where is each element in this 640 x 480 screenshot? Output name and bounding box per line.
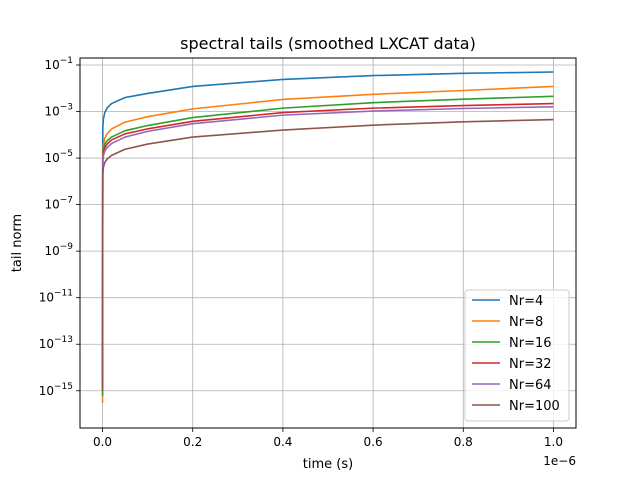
y-tick-label: 10−9 (44, 242, 73, 258)
axes-frame (79, 57, 577, 429)
y-tick-label: 10−15 (39, 382, 73, 398)
legend-box (464, 289, 570, 422)
series-lines (101, 71, 554, 403)
series-line-5 (101, 118, 554, 391)
y-tick-label: 10−11 (39, 289, 73, 305)
grid (80, 58, 576, 428)
chart-title: spectral tails (smoothed LXCAT data) (180, 34, 476, 53)
x-tick-label: 0.2 (183, 435, 202, 449)
y-tick-base: 10 (44, 244, 59, 258)
y-tick-base: 10 (44, 58, 59, 72)
series-line-4 (101, 105, 554, 391)
x-axis-ticks: 0.0 0.2 0.4 0.6 0.8 1.0 (93, 428, 563, 449)
series-line-0 (101, 71, 554, 375)
y-axis-label: tail norm (10, 214, 25, 272)
x-tick-label: 0.6 (364, 435, 383, 449)
y-tick-base: 10 (44, 105, 59, 119)
x-tick-label: 0.8 (454, 435, 473, 449)
y-tick-exponent: −11 (54, 289, 73, 299)
series-line-1 (101, 85, 554, 403)
y-tick-label: 10−3 (44, 103, 73, 119)
y-tick-base: 10 (39, 291, 54, 305)
legend-label: Nr=16 (509, 336, 552, 351)
legend-label: Nr=32 (509, 357, 552, 372)
x-axis-label: time (s) (303, 457, 353, 472)
y-tick-exponent: −5 (60, 149, 73, 159)
series-line-2 (101, 95, 554, 396)
y-tick-label: 10−1 (44, 56, 73, 72)
y-tick-exponent: −9 (60, 242, 74, 252)
legend-label: Nr=8 (509, 315, 543, 330)
x-axis-offset-label: 1e−6 (543, 454, 576, 468)
y-tick-base: 10 (44, 151, 59, 165)
legend-label: Nr=4 (509, 294, 543, 309)
y-tick-label: 10−5 (44, 149, 73, 165)
legend-label: Nr=64 (509, 378, 552, 393)
x-tick-label: 1.0 (544, 435, 563, 449)
y-tick-exponent: −15 (54, 382, 73, 392)
x-tick-label: 0.4 (273, 435, 292, 449)
y-tick-exponent: −7 (60, 196, 73, 206)
y-tick-label: 10−13 (39, 335, 73, 351)
y-tick-base: 10 (39, 384, 54, 398)
x-tick-label: 0.0 (93, 435, 112, 449)
y-tick-label: 10−7 (44, 196, 73, 212)
y-tick-exponent: −13 (54, 335, 73, 345)
y-tick-exponent: −3 (60, 103, 73, 113)
y-tick-base: 10 (39, 337, 54, 351)
legend: Nr=4 Nr=8 Nr=16 Nr=32 Nr=64 Nr=100 (464, 289, 570, 422)
legend-label: Nr=100 (509, 399, 560, 414)
series-line-3 (101, 102, 554, 387)
y-tick-base: 10 (44, 198, 59, 212)
y-tick-exponent: −1 (60, 56, 73, 66)
